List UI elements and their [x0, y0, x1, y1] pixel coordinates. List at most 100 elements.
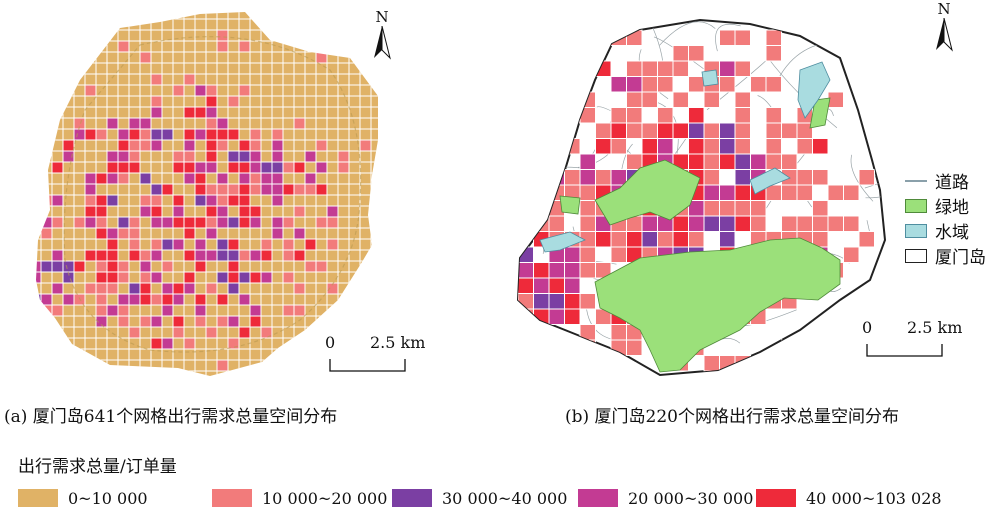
grid-cell — [750, 200, 767, 217]
grid-cell — [84, 161, 97, 174]
grid-cell — [227, 216, 240, 229]
grid-cell — [205, 238, 218, 251]
grid-cell — [183, 315, 196, 328]
grid-cell — [216, 194, 229, 207]
grid-cell — [282, 128, 295, 141]
grid-cell — [641, 91, 658, 108]
grid-cell — [337, 106, 350, 119]
grid-cell — [172, 249, 185, 262]
grid-cell — [73, 161, 86, 174]
grid-cell — [293, 161, 306, 174]
legend-label: 0~10 000 — [68, 488, 148, 508]
grid-cell — [117, 73, 130, 86]
grid-cell — [150, 62, 163, 75]
grid-cell — [40, 95, 53, 108]
grid-cell — [62, 282, 75, 295]
grid-cell — [533, 76, 550, 93]
grid-cell — [533, 138, 550, 155]
grid-cell — [117, 40, 130, 53]
grid-cell — [672, 231, 689, 248]
grid-cell — [348, 326, 361, 339]
grid-cell — [282, 106, 295, 119]
legend-swatch — [18, 489, 58, 507]
grid-cell — [304, 12, 317, 20]
grid-cell — [641, 60, 658, 77]
map-legend-island: 厦门岛 — [905, 243, 986, 268]
grid-cell — [359, 183, 372, 196]
grid-cell — [271, 40, 284, 53]
grid-cell — [95, 183, 108, 196]
grid-cell — [62, 161, 75, 174]
grid-cell — [106, 150, 119, 163]
grid-cell — [161, 216, 174, 229]
grid-cell — [326, 238, 339, 251]
grid-cell — [51, 348, 64, 361]
grid-cell — [161, 84, 174, 97]
grid-cell — [194, 117, 207, 130]
grid-cell — [719, 122, 736, 139]
road-line — [850, 154, 874, 202]
grid-cell — [304, 326, 317, 339]
grid-cell — [40, 359, 53, 372]
grid-cell — [326, 315, 339, 328]
grid-cell — [205, 161, 218, 174]
grid-cell — [95, 12, 108, 20]
grid-cell — [337, 183, 350, 196]
grid-cell — [161, 128, 174, 141]
grid-cell — [84, 95, 97, 108]
grid-cell — [282, 29, 295, 42]
grid-cell — [719, 215, 736, 232]
grid-cell — [812, 138, 829, 155]
grid-cell — [595, 355, 612, 372]
grid-cell — [117, 29, 130, 42]
grid-cell — [282, 238, 295, 251]
grid-cell — [260, 359, 273, 372]
grid-cell — [271, 194, 284, 207]
grid-cell — [183, 227, 196, 240]
grid-cell — [40, 205, 53, 218]
grid-cell — [249, 51, 262, 64]
grid-cell — [51, 128, 64, 141]
grid-cell — [734, 29, 751, 46]
grid-cell — [271, 128, 284, 141]
grid-cell — [293, 172, 306, 185]
grid-cell — [370, 95, 378, 108]
grid-cell — [150, 95, 163, 108]
grid-cell — [359, 249, 372, 262]
grid-cell — [95, 194, 108, 207]
grid-cell — [579, 91, 596, 108]
grid-cell — [293, 359, 306, 372]
grid-cell — [62, 51, 75, 64]
grid-cell — [337, 150, 350, 163]
grid-cell — [51, 95, 64, 108]
grid-cell — [139, 117, 152, 130]
grid-cell — [183, 293, 196, 306]
grid-cell — [106, 304, 119, 317]
grid-cell — [84, 282, 97, 295]
grid-cell — [238, 172, 251, 185]
grid-cell — [304, 216, 317, 229]
grid-cell — [348, 293, 361, 306]
grid-cell — [194, 172, 207, 185]
grid-cell — [172, 40, 185, 53]
grid-cell — [260, 249, 273, 262]
grid-cell — [40, 73, 53, 86]
grid-cell — [249, 73, 262, 86]
grid-cell — [812, 200, 829, 217]
grid-cell — [315, 293, 328, 306]
grid-cell — [260, 183, 273, 196]
grid-cell — [51, 370, 64, 376]
grid-cell — [51, 271, 64, 284]
grid-cell — [315, 161, 328, 174]
grid-cell — [293, 194, 306, 207]
grid-cell — [238, 73, 251, 86]
grid-cell — [216, 348, 229, 361]
grid-cell — [227, 73, 240, 86]
grid-cell — [548, 293, 565, 310]
grid-cell — [260, 260, 273, 273]
grid-cell — [139, 84, 152, 97]
grid-cell — [260, 139, 273, 152]
grid-cell — [205, 227, 218, 240]
grid-cell — [51, 150, 64, 163]
grid-cell — [304, 117, 317, 130]
